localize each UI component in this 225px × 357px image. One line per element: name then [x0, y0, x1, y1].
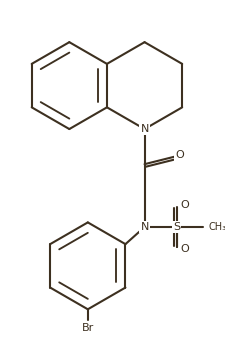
Text: O: O — [175, 150, 183, 160]
Text: S: S — [173, 222, 180, 232]
Text: N: N — [140, 222, 148, 232]
Text: O: O — [179, 244, 188, 254]
Text: N: N — [140, 124, 148, 134]
Text: CH₃: CH₃ — [207, 222, 225, 232]
Text: O: O — [179, 200, 188, 210]
Text: Br: Br — [81, 323, 94, 333]
